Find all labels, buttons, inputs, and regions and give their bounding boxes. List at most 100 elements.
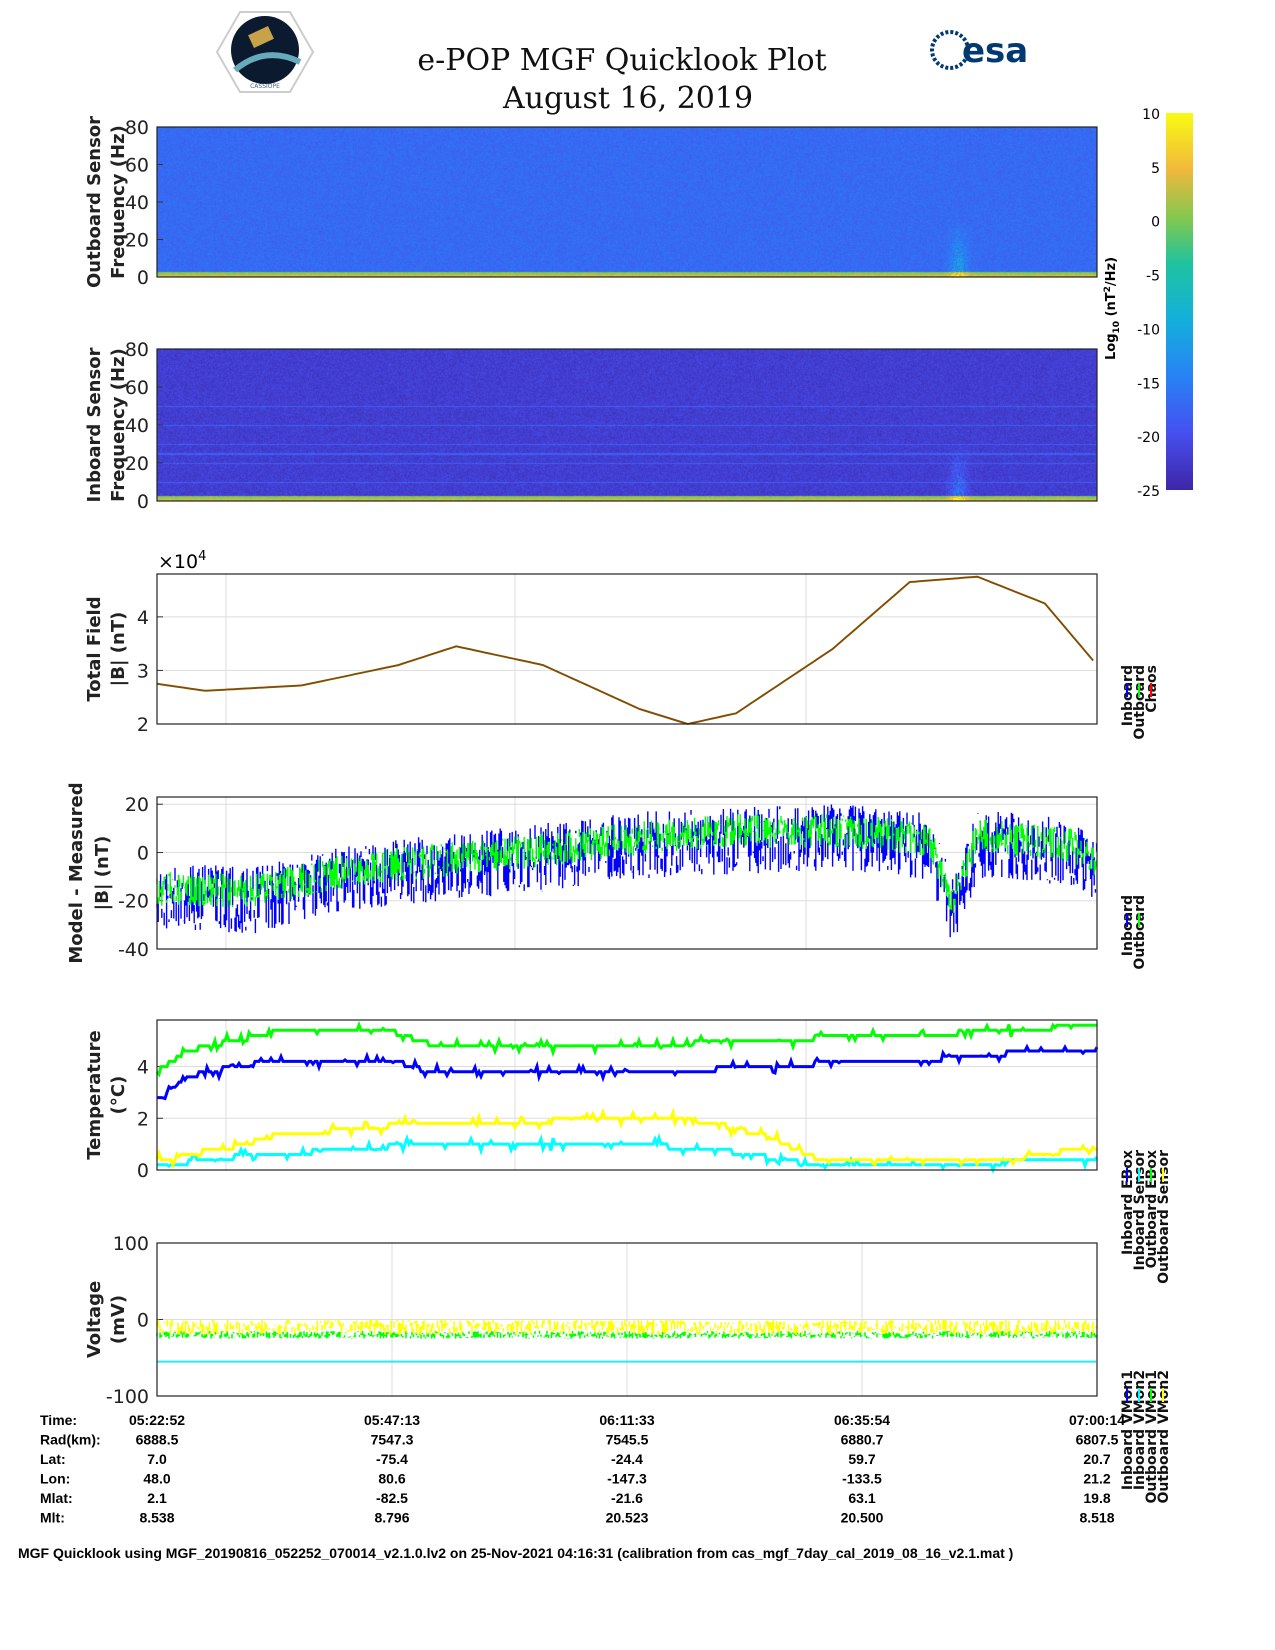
- ephemeris-value: -147.3: [607, 1471, 647, 1487]
- outboard-spectrogram: [157, 127, 1097, 277]
- y-tick-label: 80: [125, 339, 149, 361]
- y-axis-label-units: (mV): [108, 1295, 129, 1344]
- ephemeris-row-label: Lat:: [40, 1451, 66, 1467]
- ephemeris-value: 8.538: [139, 1510, 174, 1526]
- ephemeris-table: Time: 05:22:52 05:47:13 06:11:33 06:35:54 07:…: [40, 1412, 1125, 1526]
- colorbar-tick-label: 5: [1151, 161, 1160, 177]
- svg-text:esa: esa: [962, 31, 1028, 71]
- y-exponent-label: ×104: [158, 549, 206, 573]
- y-axis-label: Inboard Sensor: [84, 347, 105, 502]
- plot-area: [157, 574, 1097, 724]
- y-tick-label: 0: [137, 491, 149, 513]
- y-tick-label: 40: [125, 192, 149, 214]
- y-tick-label: -20: [118, 891, 149, 913]
- series-inboard-ebox: [155, 1020, 1097, 1078]
- ephemeris-value: 21.2: [1083, 1471, 1110, 1487]
- ephemeris-value: 7545.5: [606, 1432, 649, 1448]
- panel-0: 0 20 40 60 80 Outboard Sensor Frequency (Hz): [84, 116, 1098, 289]
- axes-frame: [156, 573, 1098, 725]
- y-axis-label: Model - Measured: [66, 782, 87, 963]
- ephemeris-value: -82.5: [376, 1490, 408, 1506]
- series-outboard-sensor: [155, 1107, 1098, 1170]
- ephemeris-value: -24.4: [611, 1451, 643, 1467]
- ephemeris-row-label: Rad(km):: [40, 1432, 101, 1448]
- footer-text: MGF Quicklook using MGF_20190816_052252_…: [18, 1545, 1013, 1561]
- y-axis-label-units: (°C): [108, 1076, 129, 1115]
- y-axis-label: Total Field: [84, 596, 105, 701]
- y-axis-label-units: |B| (nT): [92, 836, 113, 911]
- y-axis-label: Voltage: [84, 1281, 105, 1358]
- y-axis-label-units: Frequency (Hz): [108, 348, 129, 502]
- ephemeris-value: 05:47:13: [364, 1412, 420, 1428]
- y-tick-label: 20: [125, 230, 149, 252]
- y-tick-label: 40: [125, 415, 149, 437]
- legend-label: Outboard EBox: [1144, 1150, 1160, 1268]
- legend-label: Outboard: [1132, 665, 1148, 740]
- ephemeris-value: 7.0: [147, 1451, 167, 1467]
- colorbar-tick-label: -25: [1137, 484, 1160, 500]
- ephemeris-row-label: Time:: [40, 1412, 77, 1428]
- y-tick-label: 2: [137, 714, 149, 736]
- y-tick-label: 3: [137, 660, 149, 682]
- esa-logo: esa: [930, 30, 1028, 71]
- ephemeris-value: 6807.5: [1076, 1432, 1119, 1448]
- axes-frame: [156, 1019, 1098, 1171]
- y-axis-label: Temperature: [84, 1030, 105, 1159]
- legend-label: Inboard VMon1: [1120, 1370, 1136, 1490]
- ephemeris-value: 06:11:33: [599, 1412, 654, 1428]
- ephemeris-row-label: Lon:: [40, 1471, 70, 1487]
- ephemeris-value: 07:00:14: [1069, 1412, 1125, 1428]
- axes-frame: [156, 348, 1098, 502]
- colorbar-tick-label: -10: [1137, 322, 1160, 338]
- ephemeris-value: 7547.3: [371, 1432, 414, 1448]
- ephemeris-value: 06:35:54: [834, 1412, 890, 1428]
- y-axis-label-units: Frequency (Hz): [108, 125, 129, 279]
- legend-label: Inboard VMon2: [1132, 1370, 1148, 1490]
- plot-area: [157, 1020, 1097, 1170]
- colorbar-label: Log10 (nT2/Hz): [1103, 257, 1122, 360]
- y-tick-label: -40: [118, 939, 149, 961]
- ephemeris-value: -75.4: [376, 1451, 408, 1467]
- ephemeris-value: 8.518: [1079, 1510, 1114, 1526]
- axes-frame: [156, 796, 1098, 950]
- y-tick-label: 20: [125, 453, 149, 475]
- y-tick-label: 60: [125, 377, 149, 399]
- y-tick-label: -100: [106, 1386, 149, 1408]
- left-logo: CASSIOPE: [215, 11, 315, 93]
- ephemeris-value: 8.796: [374, 1510, 409, 1526]
- y-axis-label-units: |B| (nT): [108, 612, 129, 687]
- panel-1: 0 20 40 60 80 Inboard Sensor Frequency (Hz): [84, 339, 1098, 513]
- ephemeris-value: 2.1: [147, 1490, 167, 1506]
- axes-frame: [156, 126, 1098, 278]
- ephemeris-value: 59.7: [848, 1451, 875, 1467]
- series-outboard-ebox: [157, 1132, 1099, 1175]
- ephemeris-value: 05:22:52: [129, 1412, 185, 1428]
- y-tick-label: 0: [137, 267, 149, 289]
- svg-text:CASSIOPE: CASSIOPE: [250, 83, 280, 90]
- ephemeris-value: 6888.5: [136, 1432, 179, 1448]
- y-tick-label: 80: [125, 117, 149, 139]
- legend-label: Inboard Sensor: [1132, 1150, 1148, 1271]
- ephemeris-value: 20.500: [841, 1510, 884, 1526]
- legend-label: Outboard VMon2: [1156, 1370, 1172, 1504]
- y-tick-label: 0: [137, 1310, 149, 1332]
- ephemeris-row-label: Mlat:: [40, 1490, 73, 1506]
- plot-title: e-POP MGF Quicklook Plot: [417, 43, 826, 78]
- plot-date: August 16, 2019: [502, 81, 753, 116]
- ephemeris-value: 63.1: [848, 1490, 875, 1506]
- inboard-spectrogram: [157, 349, 1097, 501]
- colorbar-tick-label: -5: [1146, 269, 1160, 285]
- y-tick-label: 60: [125, 155, 149, 177]
- ephemeris-value: -133.5: [842, 1471, 882, 1487]
- series-chaos: [156, 575, 1094, 725]
- y-tick-label: 0: [137, 842, 149, 864]
- y-tick-label: 20: [125, 794, 149, 816]
- ephemeris-value: 6880.7: [841, 1432, 884, 1448]
- colorbar: [1166, 113, 1193, 490]
- plot-area: [157, 797, 1097, 949]
